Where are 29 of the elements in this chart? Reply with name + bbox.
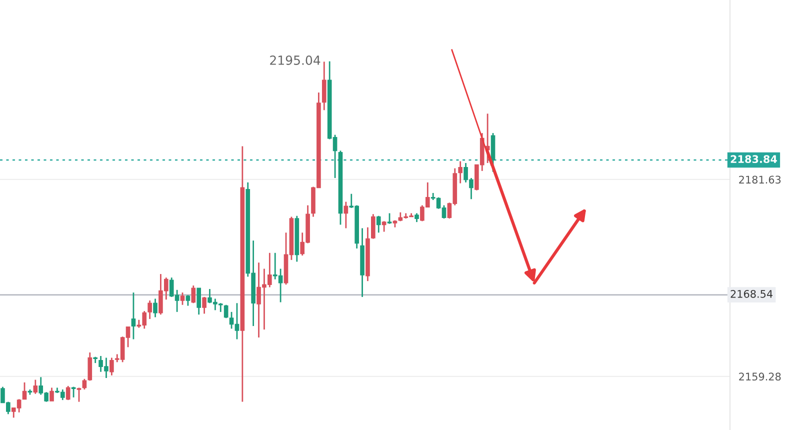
candlestick	[458, 160, 462, 184]
candlestick	[202, 296, 206, 314]
candlestick	[191, 284, 196, 304]
candlestick	[33, 379, 38, 395]
candlestick	[196, 287, 202, 316]
candlestick	[131, 292, 136, 340]
candlestick	[153, 298, 158, 318]
candlestick	[387, 212, 392, 225]
ref-line-label: 2168.54	[730, 290, 772, 298]
candlestick	[110, 357, 114, 376]
candlestick	[344, 201, 348, 229]
y-tick-label: 2181.63	[739, 176, 781, 184]
candlestick	[224, 304, 228, 319]
candlestick	[76, 387, 82, 402]
candlestick	[322, 60, 326, 111]
candlestick	[371, 213, 376, 240]
candlestick	[22, 382, 27, 400]
candlestick	[148, 300, 152, 320]
y-tick-label: 2159.28	[739, 372, 781, 381]
candlestick	[88, 352, 92, 382]
candlestick	[50, 387, 54, 402]
annotation: 2195.04	[270, 56, 320, 65]
candlestick	[376, 215, 381, 234]
candlestick	[82, 378, 87, 390]
ref-line-label: 2183.84	[730, 155, 777, 164]
candlestick	[186, 294, 190, 306]
candlestick	[382, 220, 386, 232]
candlestick	[180, 292, 185, 306]
candlestick	[66, 385, 70, 401]
